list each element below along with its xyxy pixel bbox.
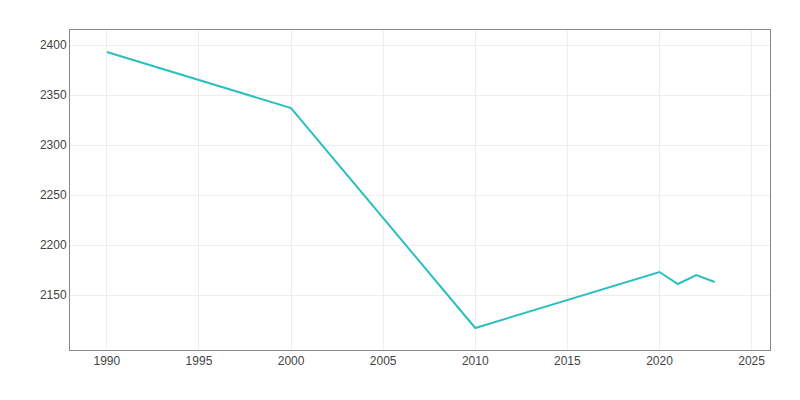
svg-text:2025: 2025 (738, 354, 765, 368)
svg-text:2300: 2300 (40, 138, 67, 152)
svg-text:1990: 1990 (93, 354, 120, 368)
svg-text:2010: 2010 (462, 354, 489, 368)
svg-text:2350: 2350 (40, 88, 67, 102)
svg-text:2020: 2020 (646, 354, 673, 368)
svg-text:1995: 1995 (186, 354, 213, 368)
svg-text:2015: 2015 (554, 354, 581, 368)
svg-text:2200: 2200 (40, 238, 67, 252)
svg-text:2150: 2150 (40, 288, 67, 302)
svg-text:2250: 2250 (40, 188, 67, 202)
svg-text:2005: 2005 (370, 354, 397, 368)
svg-text:2400: 2400 (40, 38, 67, 52)
svg-text:2000: 2000 (278, 354, 305, 368)
